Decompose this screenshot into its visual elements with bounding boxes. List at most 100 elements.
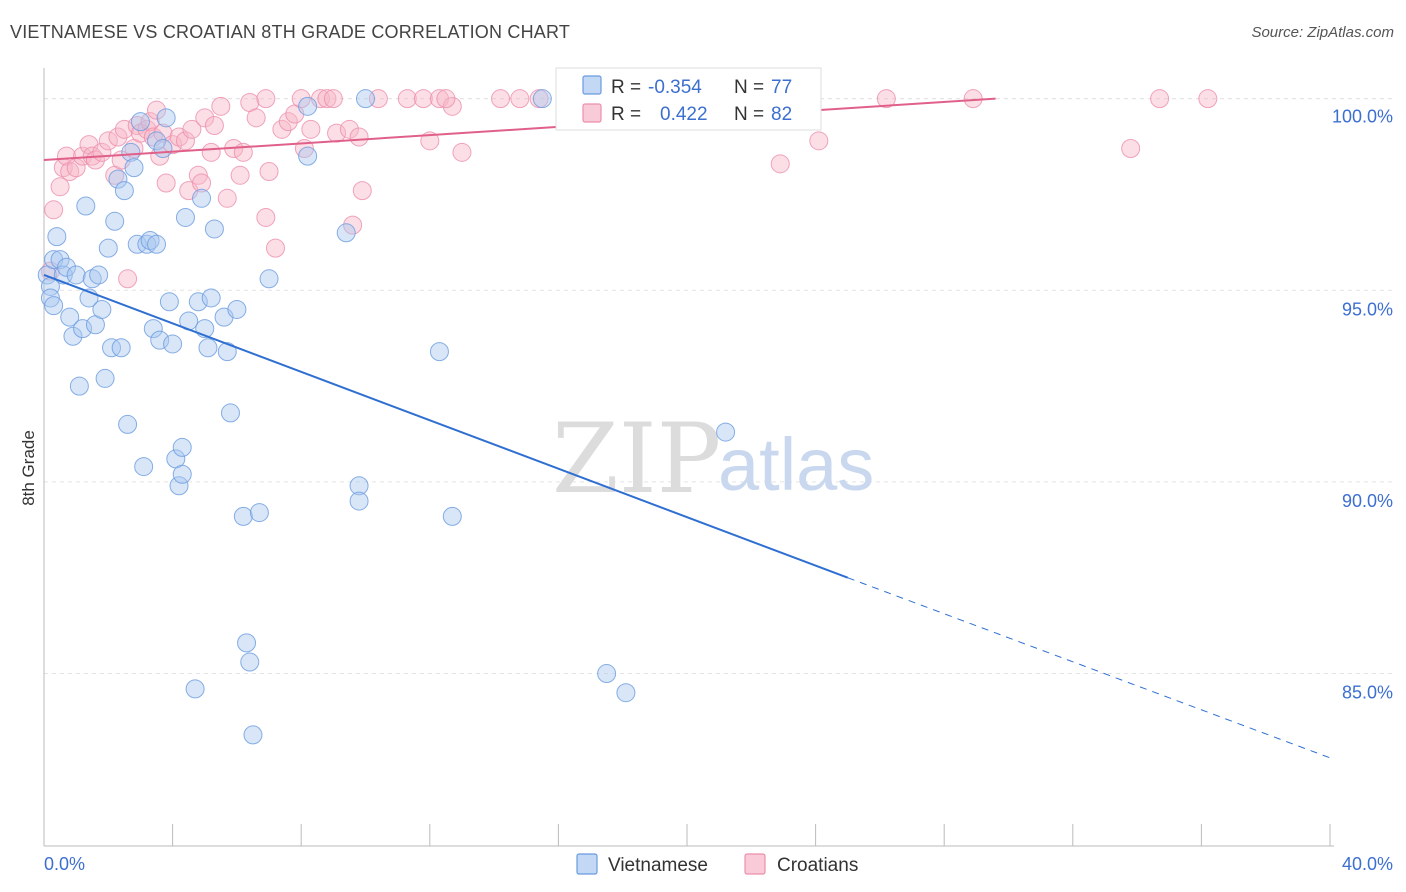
croatian-point [204,115,224,135]
x-tick-label-max: 40.0% [1342,854,1393,874]
legend-n-label-vietnamese: N = [734,77,764,98]
vietnamese-point [243,725,263,745]
chart-title: VIETNAMESE VS CROATIAN 8TH GRADE CORRELA… [10,22,571,42]
axes [43,68,1334,847]
vietnamese-point [233,506,253,526]
bottom-legend: Vietnamese Croatians [576,853,858,876]
vietnamese-point [429,342,449,362]
croatian-point [265,238,285,258]
vietnamese-point [137,234,157,254]
vietnamese-points [37,89,736,745]
vietnamese-point [134,457,154,477]
croatian-point [352,181,372,201]
croatian-point [442,96,462,116]
croatian-point [1121,138,1141,158]
bottom-legend-swatch-croatian [744,853,766,875]
vietnamese-point [102,338,122,358]
vietnamese-point [114,181,134,201]
croatian-point [114,119,134,139]
vietnamese-point [298,96,318,116]
vietnamese-point [153,138,173,158]
vietnamese-point [532,89,552,109]
vietnamese-trend-extension [847,577,1331,759]
vietnamese-point [188,292,208,312]
croatian-point [50,177,70,197]
croatian-point [140,112,160,132]
croatian-point [343,215,363,235]
y-tick-label: 95.0% [1342,299,1393,319]
vietnamese-point [130,112,150,132]
croatian-point [317,89,337,109]
legend-n-value-croatian: 82 [771,104,792,125]
vietnamese-trend-line [43,274,849,579]
croatian-point [491,89,511,109]
vietnamese-point [240,652,260,672]
vietnamese-point [47,227,67,247]
vietnamese-point [105,211,125,231]
vietnamese-point [198,338,218,358]
croatian-point [963,89,983,109]
croatian-point [127,115,147,135]
y-tick-label: 100.0% [1332,107,1393,127]
croatian-point [278,112,298,132]
vietnamese-point [237,633,257,653]
vietnamese-point [163,334,183,354]
croatian-point [156,173,176,193]
vietnamese-point [127,234,147,254]
vietnamese-point [169,476,189,496]
vietnamese-point [159,292,179,312]
vietnamese-point [227,299,247,319]
croatian-points [40,89,1218,289]
vietnamese-point [192,188,212,208]
source-credit: Source: ZipAtlas.com [1251,24,1394,41]
vietnamese-point [356,89,375,109]
vietnamese-point [147,131,167,151]
vietnamese-point [76,196,96,216]
legend-r-value-vietnamese: -0.354 [648,77,702,98]
vietnamese-point [349,476,369,496]
legend-n-value-vietnamese: 77 [771,77,792,98]
vietnamese-point [60,307,80,327]
vietnamese-point [44,296,64,316]
croatian-point [108,127,128,147]
vietnamese-point [716,422,736,442]
croatian-point [301,119,321,139]
vietnamese-point [89,265,109,285]
croatian-point [182,119,202,139]
legend-swatch-croatian [582,103,602,123]
bottom-legend-label-croatian: Croatians [777,855,858,876]
vietnamese-point [172,464,192,484]
croatian-point [147,100,167,120]
vietnamese-point [147,234,167,254]
legend-swatch-vietnamese [582,75,602,95]
vietnamese-point [111,338,131,358]
croatian-point [201,142,221,162]
y-tick-label: 90.0% [1342,491,1393,511]
vietnamese-point [349,491,369,511]
croatian-point [175,131,195,151]
croatian-point [195,108,215,128]
croatian-point [192,173,212,193]
croatian-point [1198,89,1218,109]
croatian-point [436,89,456,109]
croatian-point [291,89,311,109]
bottom-legend-label-vietnamese: Vietnamese [608,855,708,876]
vietnamese-point [66,265,86,285]
legend-r-value-croatian: 0.422 [660,104,708,125]
croatian-point [44,200,64,220]
bottom-legend-swatch-vietnamese [576,853,598,875]
vietnamese-point [92,299,112,319]
croatian-point [217,188,237,208]
vietnamese-point [50,250,70,270]
vietnamese-point [40,288,60,308]
croatian-point [272,119,292,139]
croatian-point [510,89,530,109]
vietnamese-point [597,664,617,684]
croatian-point [323,89,343,109]
vietnamese-point [217,342,237,362]
croatian-point [397,89,417,109]
croatian-point [163,135,183,155]
y-tick-labels: 85.0% 90.0% 95.0% 100.0% [1332,107,1393,703]
vietnamese-point [336,223,356,243]
